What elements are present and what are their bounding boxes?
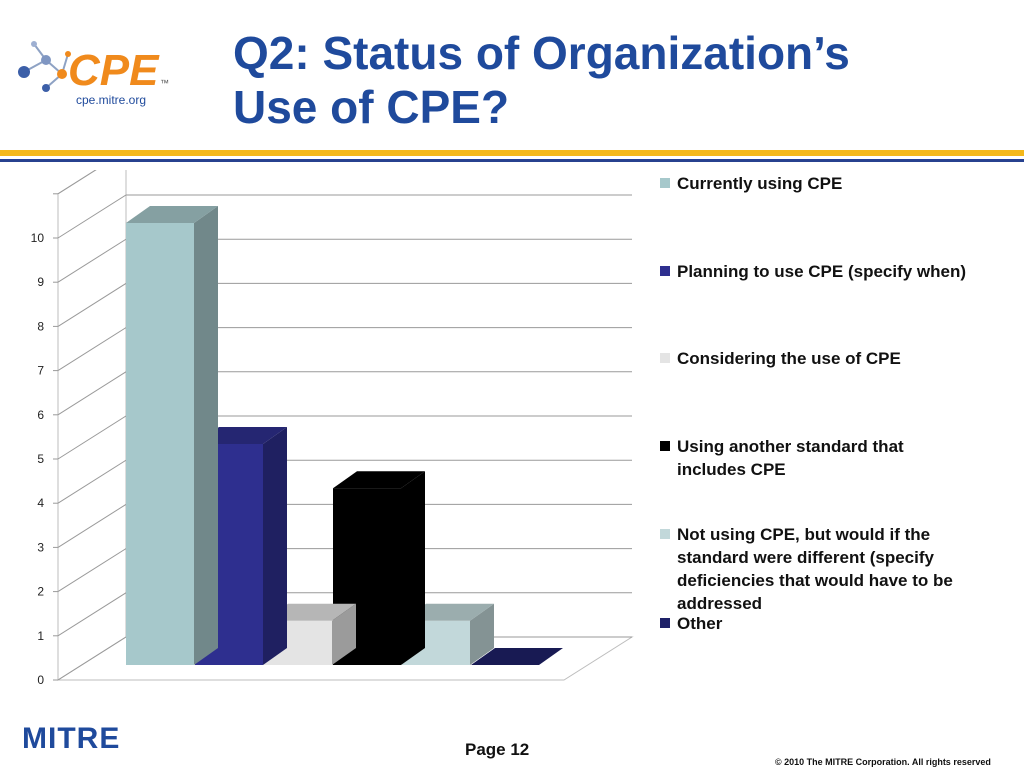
- bar-side: [470, 603, 494, 665]
- y-tick-label: 6: [37, 408, 44, 422]
- bar-chart: 0 1 2 3 4 5 6 7 8 9 10: [31, 170, 634, 687]
- bar-side: [401, 471, 425, 665]
- page-title-line1: Q2: Status of Organization’s: [233, 27, 850, 79]
- bar: [126, 206, 218, 665]
- legend-swatch: [660, 441, 670, 451]
- y-tick-label: 10: [31, 231, 45, 245]
- bar-side: [332, 603, 356, 665]
- legend-swatch: [660, 529, 670, 539]
- bar-front: [126, 223, 194, 665]
- y-tick-label: 4: [37, 496, 44, 510]
- bar-side: [263, 427, 287, 665]
- cpe-logo: CPE ™ cpe.mitre.org: [18, 41, 169, 107]
- legend-swatch: [660, 266, 670, 276]
- legend-label: Currently using CPE: [677, 174, 843, 193]
- y-tick-label: 0: [37, 673, 44, 687]
- bar-top: [126, 206, 218, 223]
- y-tick-label: 1: [37, 629, 44, 643]
- legend-label: Not using CPE, but would if the standard…: [677, 525, 953, 613]
- y-tick-label: 3: [37, 540, 44, 554]
- page-title: Q2: Status of Organization’s Use of CPE?: [233, 26, 1003, 134]
- chart-legend: Currently using CPE Planning to use CPE (…: [660, 172, 980, 642]
- header-rule-blue: [0, 159, 1024, 162]
- y-tick-label: 9: [37, 275, 44, 289]
- gridline: [57, 194, 632, 239]
- legend-swatch: [660, 178, 670, 188]
- cpe-logo-tm: ™: [160, 78, 169, 88]
- copyright-notice: © 2010 The MITRE Corporation. All rights…: [775, 757, 991, 767]
- cpe-logo-text: CPE: [68, 46, 160, 95]
- legend-label: Other: [677, 614, 723, 633]
- bar: [471, 648, 563, 665]
- legend-label: Considering the use of CPE: [677, 349, 901, 368]
- network-nodes-icon: [18, 41, 71, 92]
- chart-side-wall: [57, 170, 127, 681]
- gridline: [57, 170, 97, 195]
- cpe-logo-url: cpe.mitre.org: [76, 93, 146, 107]
- legend-swatch: [660, 353, 670, 363]
- bar-side: [194, 206, 218, 665]
- bar-top: [471, 648, 563, 665]
- header-rule-gold: [0, 150, 1024, 156]
- legend-label: Using another standard that includes CPE: [677, 437, 904, 479]
- legend-label: Planning to use CPE (specify when): [677, 262, 967, 281]
- page-number: Page 12: [465, 740, 530, 759]
- mitre-logo: MITRE: [22, 722, 121, 755]
- y-tick-label: 2: [37, 585, 44, 599]
- bar-top: [333, 471, 425, 489]
- page-title-line2: Use of CPE?: [233, 81, 510, 133]
- y-tick-label: 5: [37, 452, 44, 466]
- y-tick-label: 7: [37, 364, 44, 378]
- legend-swatch: [660, 618, 670, 628]
- y-tick-label: 8: [37, 319, 44, 333]
